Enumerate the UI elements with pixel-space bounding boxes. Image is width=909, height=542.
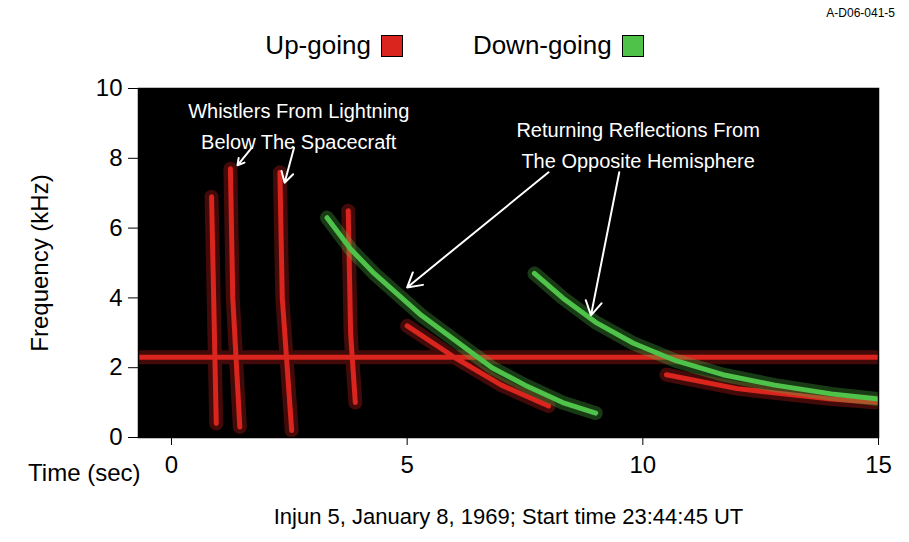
svg-text:15: 15 xyxy=(865,451,892,478)
html-text:Down-going: Down-going xyxy=(472,30,612,60)
svg-text:0: 0 xyxy=(165,451,178,478)
html-text:Up-going: Up-going xyxy=(265,30,371,60)
svg-text:Time (sec): Time (sec) xyxy=(28,459,140,486)
svg-text:Whistlers From LightningBelow: Whistlers From LightningBelow The Spacec… xyxy=(188,100,409,153)
svg-text:Returning Reflections FromThe: Returning Reflections FromThe Opposite H… xyxy=(516,119,759,172)
svg-text:10: 10 xyxy=(629,451,656,478)
svg-text:4: 4 xyxy=(109,284,122,311)
svg-text:10: 10 xyxy=(96,74,123,101)
svg-text:6: 6 xyxy=(109,214,122,241)
html-text:A-D06-041-5: A-D06-041-5 xyxy=(826,6,895,20)
svg-text:5: 5 xyxy=(400,451,413,478)
svg-text:0: 0 xyxy=(109,423,122,450)
svg-text:Frequency (kHz): Frequency (kHz) xyxy=(26,174,53,351)
svg-text:2: 2 xyxy=(109,353,122,380)
svg-text:Injun 5, January 8, 1969; Star: Injun 5, January 8, 1969; Start time 23:… xyxy=(274,504,744,529)
svg-text:8: 8 xyxy=(109,144,122,171)
